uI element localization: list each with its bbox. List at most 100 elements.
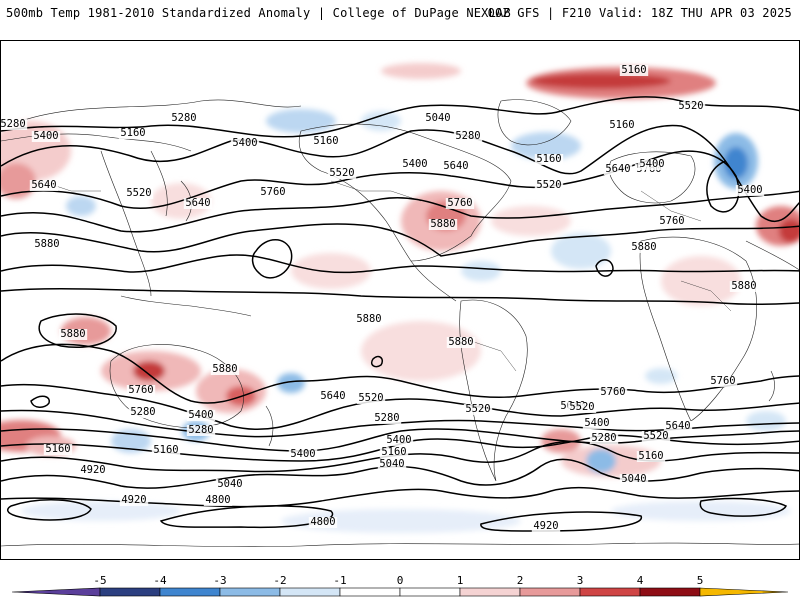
contour-label-bg xyxy=(379,447,409,458)
contour-label-text: 5400 xyxy=(639,158,664,170)
contour-label: 5640 xyxy=(183,197,213,209)
contour-label: 4800 xyxy=(1,41,16,44)
contour-label-bg xyxy=(183,198,213,209)
contour-label-text: 5640 xyxy=(605,163,630,175)
contour-label-text: 5760 xyxy=(659,215,684,227)
contour-label: 5040 xyxy=(619,473,649,485)
contour-label-bg xyxy=(372,413,402,424)
contour-label: 5520 xyxy=(356,392,386,404)
contour-label: 5160 xyxy=(118,127,148,139)
contour-label: 5280 xyxy=(186,424,216,436)
contour-label-bg xyxy=(186,425,216,436)
contour-label-text: 5760 xyxy=(710,375,735,387)
contour-label-bg xyxy=(428,219,458,230)
contour-label: 5400 xyxy=(637,158,667,170)
contour-label-bg xyxy=(582,418,612,429)
colorbar-segment xyxy=(99,587,161,597)
colorbar-segments xyxy=(11,587,789,597)
contour-label: 5520 xyxy=(567,401,597,413)
contour-label-text: 5640 xyxy=(320,390,345,402)
contour-label-bg xyxy=(1,41,16,44)
colorbar-segment xyxy=(459,587,521,597)
contour-label: 5160 xyxy=(607,119,637,131)
contour-label: 5760 xyxy=(657,215,687,227)
contour-label-bg xyxy=(567,402,597,413)
contour-label-bg xyxy=(708,376,738,387)
contour-label-text: 5280 xyxy=(188,424,213,436)
contour-label-text: 5520 xyxy=(126,187,151,199)
contour-label: 5760 xyxy=(258,186,288,198)
colorbar-tick-label: -4 xyxy=(153,574,167,587)
contour-label-text: 5400 xyxy=(584,417,609,429)
contour-label-text: 5400 xyxy=(290,448,315,460)
contour-label-bg xyxy=(128,407,158,418)
contour-label-bg xyxy=(641,431,671,442)
contour-label-text: 5280 xyxy=(1,118,26,130)
contour-label-bg xyxy=(445,198,475,209)
colorbar-ticks: -5 -4 -3 -2 -1 0 1 2 3 4 5 xyxy=(93,574,703,587)
contour-label-bg xyxy=(400,159,430,170)
contour-label-text: 5520 xyxy=(329,167,354,179)
contour-label-bg xyxy=(78,465,108,476)
contour-label-text: 5520 xyxy=(678,100,703,112)
contour-label-text: 4800 xyxy=(205,494,230,506)
contour-label-bg xyxy=(619,65,649,76)
contour-label-text: 5280 xyxy=(374,412,399,424)
contour-label: 5400 xyxy=(288,448,318,460)
contour-label: 5880 xyxy=(629,241,659,253)
colorbar-segment xyxy=(11,587,101,597)
colorbar-tick-label: -3 xyxy=(213,574,226,587)
contour-label-text: 5040 xyxy=(621,473,646,485)
contour-label-text: 5520 xyxy=(536,179,561,191)
contour-label-bg xyxy=(636,451,666,462)
contour-label-bg xyxy=(356,393,386,404)
contour-label-text: 5640 xyxy=(31,179,56,191)
contour-label: 5760 xyxy=(126,384,156,396)
contour-label-text: 5520 xyxy=(358,392,383,404)
contour-label: 5040 xyxy=(377,458,407,470)
contour-label-bg xyxy=(531,521,561,532)
contour-label-text: 4800 xyxy=(310,516,335,528)
contour-label-text: 5400 xyxy=(232,137,257,149)
contour-label: 5880 xyxy=(446,336,476,348)
contour-label-bg xyxy=(423,113,453,124)
contour-label: 5880 xyxy=(32,238,62,250)
contour-label-text: 5760 xyxy=(260,186,285,198)
contour-label-bg xyxy=(598,387,628,398)
contour-label-bg xyxy=(534,180,564,191)
contour-label: 5880 xyxy=(354,313,384,325)
anomaly-map: 5400 5160 5280 5400 5160 5040 5280 5160 5160 5520… xyxy=(0,40,800,560)
height-contours xyxy=(1,96,799,532)
contour-label-text: 5280 xyxy=(171,112,196,124)
contour-label-bg xyxy=(1,119,28,130)
contour-label-bg xyxy=(203,495,233,506)
contour-label-bg xyxy=(629,242,659,253)
contour-label-text: 5160 xyxy=(153,444,178,456)
contour-label-bg xyxy=(446,337,476,348)
contour-label-bg xyxy=(210,364,240,375)
contour-label: 4920 xyxy=(119,494,149,506)
coastlines xyxy=(1,99,799,547)
contour-label-bg xyxy=(729,281,759,292)
contour-label-text: 5400 xyxy=(188,409,213,421)
colorbar-segment xyxy=(519,587,581,597)
contour-label-text: 5400 xyxy=(402,158,427,170)
contour-label-bg xyxy=(603,164,633,175)
contour-label-text: 5160 xyxy=(536,153,561,165)
colorbar-tick-label: 2 xyxy=(517,574,524,587)
contour-label-bg xyxy=(619,474,649,485)
contour-label-text: 5160 xyxy=(120,127,145,139)
contour-label: 5160 xyxy=(619,64,649,76)
colorbar-segment xyxy=(219,587,281,597)
contour-label: 5520 xyxy=(676,100,706,112)
contour-label-text: 5040 xyxy=(425,112,450,124)
contour-label-text: 5640 xyxy=(443,160,468,172)
contour-label-bg xyxy=(589,433,619,444)
contour-label-bg xyxy=(308,517,338,528)
contour-label-text: 5880 xyxy=(212,363,237,375)
contour-label: 5400 xyxy=(384,434,414,446)
colorbar-tick-label: 5 xyxy=(697,574,704,587)
contour-label-bg xyxy=(124,188,154,199)
contour-label: 5160 xyxy=(43,443,73,455)
contour-label-bg xyxy=(663,421,693,432)
